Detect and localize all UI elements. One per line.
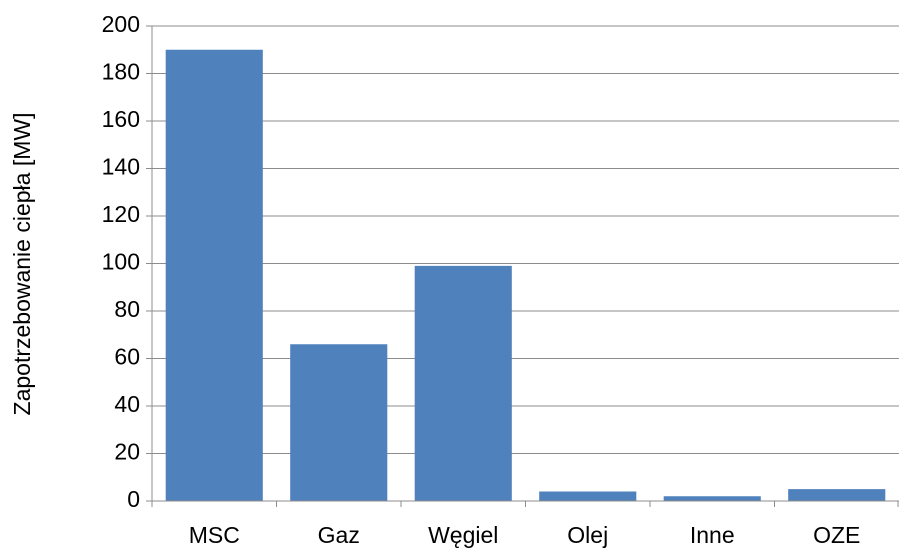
x-tick-label: Inne bbox=[690, 522, 735, 548]
bar bbox=[414, 265, 512, 501]
y-tick-label: 80 bbox=[114, 296, 140, 322]
x-tick-label: MSC bbox=[189, 522, 240, 548]
y-tick-label: 200 bbox=[102, 11, 140, 37]
x-tick-label: OZE bbox=[813, 522, 860, 548]
bar bbox=[663, 496, 761, 501]
bar bbox=[290, 344, 388, 501]
y-tick-label: 180 bbox=[102, 59, 140, 85]
y-tick-label: 100 bbox=[102, 249, 140, 275]
y-tick-label: 140 bbox=[102, 154, 140, 180]
y-tick-label: 20 bbox=[114, 439, 140, 465]
x-tick-label: Węgiel bbox=[428, 522, 498, 548]
x-tick-label: Olej bbox=[567, 522, 608, 548]
y-tick-label: 120 bbox=[102, 201, 140, 227]
y-tick-label: 60 bbox=[114, 344, 140, 370]
y-tick-label: 40 bbox=[114, 391, 140, 417]
y-tick-label: 0 bbox=[127, 486, 140, 512]
x-tick-label: Gaz bbox=[318, 522, 360, 548]
bar bbox=[165, 49, 263, 501]
bar bbox=[788, 489, 886, 501]
y-axis-label: Zapotrzebowanie ciepła [MW] bbox=[9, 113, 35, 416]
y-tick-label: 160 bbox=[102, 106, 140, 132]
bar bbox=[539, 491, 637, 501]
